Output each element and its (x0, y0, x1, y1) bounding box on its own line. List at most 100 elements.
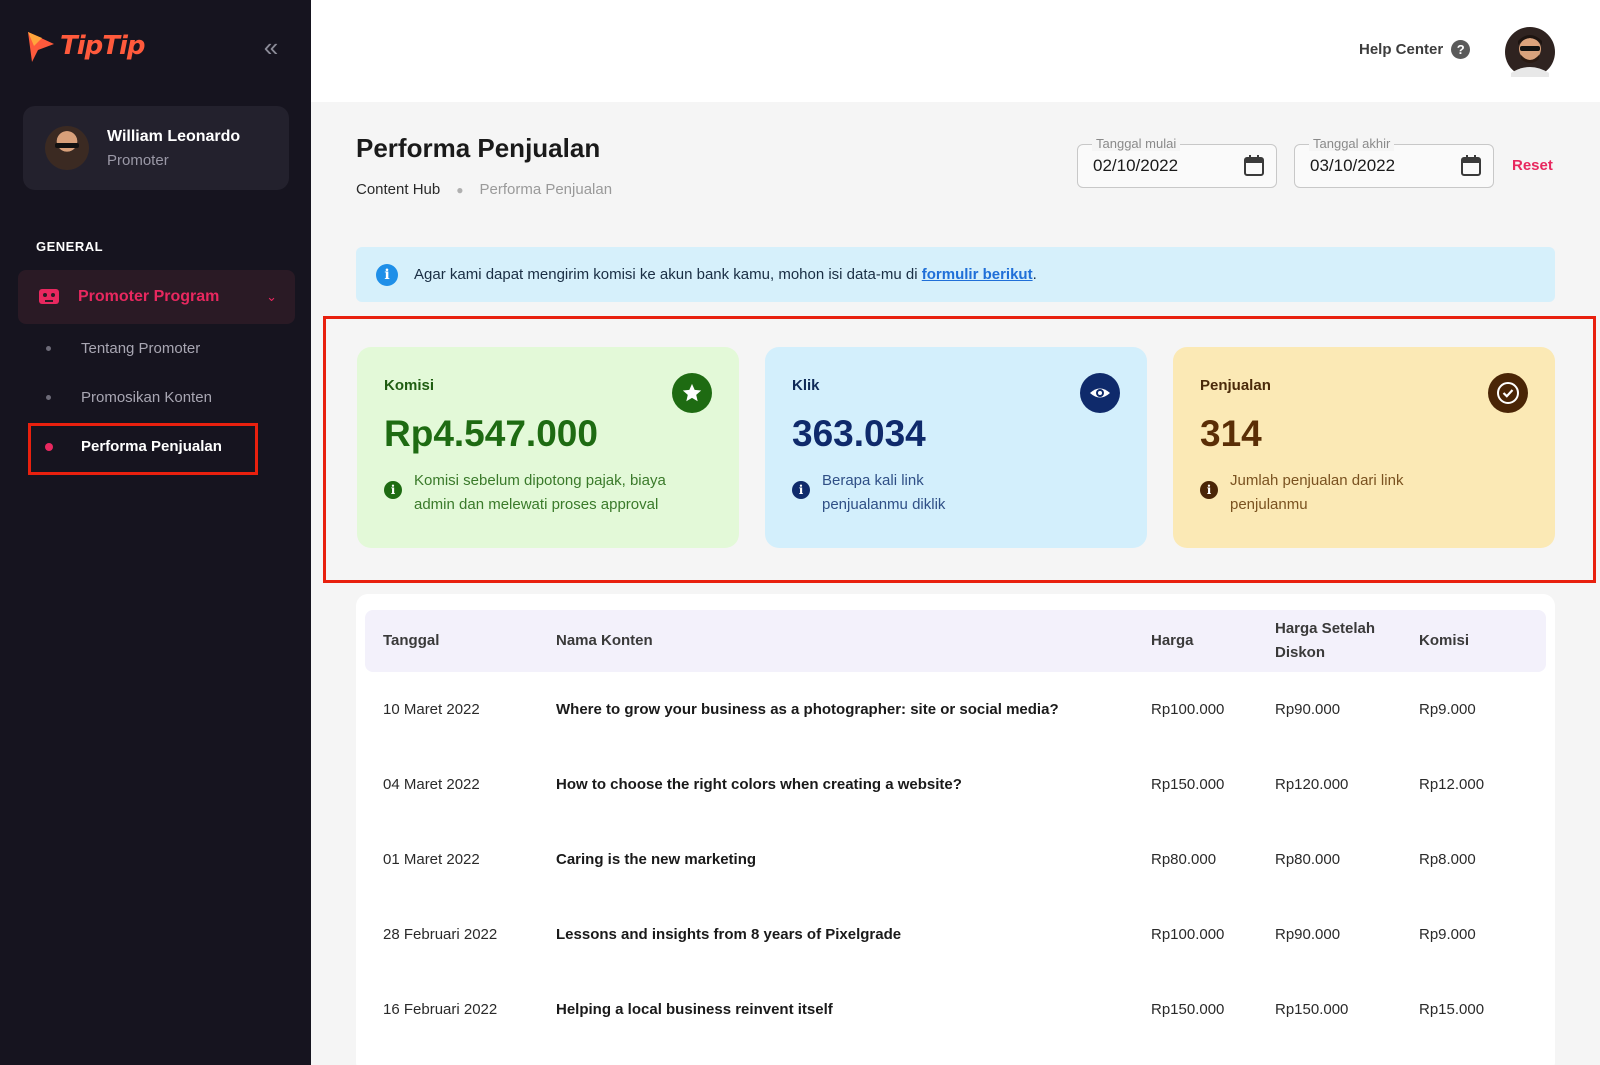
logo-play-icon (28, 32, 54, 62)
help-center-link[interactable]: Help Center ? (1359, 40, 1471, 59)
stat-card-komisi: Komisi Rp4.547.000 i Komisi sebelum dipo… (357, 347, 739, 548)
cell-date: 16 Februari 2022 (383, 1001, 498, 1018)
cell-commission: Rp9.000 (1419, 701, 1476, 718)
cell-price: Rp80.000 (1151, 851, 1217, 868)
section-label-general: GENERAL (36, 239, 104, 254)
cell-date: 10 Maret 2022 (383, 701, 480, 718)
table-row[interactable]: 04 Maret 2022 How to choose the right co… (356, 747, 1555, 822)
robot-icon (39, 289, 59, 304)
calendar-icon[interactable] (1244, 155, 1264, 176)
stat-label: Komisi (384, 377, 435, 394)
banner-text: Agar kami dapat mengirim komisi ke akun … (414, 266, 1037, 283)
column-header-harga-setelah-diskon: Harga Setelah Diskon (1275, 620, 1376, 661)
info-icon: i (384, 481, 402, 499)
cell-discount-price: Rp150.000 (1275, 1001, 1349, 1018)
sidebar-item-performa-penjualan[interactable]: Performa Penjualan (40, 438, 260, 455)
topbar (311, 0, 1600, 102)
sidebar-item-label: Promosikan Konten (81, 389, 212, 406)
cell-date: 28 Februari 2022 (383, 926, 498, 943)
table-row[interactable]: 28 Februari 2022 Lessons and insights fr… (356, 897, 1555, 972)
avatar (45, 126, 89, 170)
cell-content-title: Where to grow your business as a photogr… (556, 701, 1059, 718)
breadcrumb-separator: ● (456, 182, 464, 197)
cell-date: 01 Maret 2022 (383, 851, 480, 868)
stat-note-text: Jumlah penjualan dari link penjulanmu (1230, 472, 1404, 513)
help-center-label: Help Center (1359, 41, 1444, 58)
cell-discount-price: Rp120.000 (1275, 776, 1349, 793)
profile-card[interactable]: William Leonardo Promoter (23, 106, 289, 190)
cell-content-title: Caring is the new marketing (556, 851, 757, 868)
info-icon: i (376, 263, 398, 286)
banner-form-link[interactable]: formulir berikut (921, 266, 1033, 283)
cell-discount-price: Rp80.000 (1275, 851, 1341, 868)
column-header-tanggal: Tanggal (383, 632, 440, 649)
cell-content-title: How to choose the right colors when crea… (556, 776, 962, 793)
banner-message: Agar kami dapat mengirim komisi ke akun … (414, 266, 922, 283)
stat-value: Rp4.547.000 (384, 413, 598, 454)
stat-value: 314 (1200, 413, 1262, 454)
cell-commission: Rp9.000 (1419, 926, 1476, 943)
user-avatar[interactable] (1505, 27, 1555, 77)
breadcrumb-current: Performa Penjualan (479, 181, 613, 198)
stat-card-klik: Klik 363.034 i Berapa kali link penjuala… (765, 347, 1147, 548)
question-icon: ? (1451, 40, 1471, 59)
stat-note-text: Berapa kali link penjualanmu diklik (822, 472, 946, 513)
collapse-sidebar-button[interactable]: « (258, 34, 284, 60)
reset-button[interactable]: Reset (1512, 157, 1553, 174)
stat-label: Klik (792, 377, 820, 394)
menu-group-promoter-program[interactable]: Promoter Program ⌄ (18, 270, 295, 324)
logo-text: TipTip (60, 31, 146, 61)
stat-note: i Jumlah penjualan dari link penjulanmu (1200, 469, 1520, 517)
column-header-nama-konten: Nama Konten (556, 632, 653, 649)
profile-name: William Leonardo (107, 127, 241, 145)
table-row[interactable]: 10 Maret 2022 Where to grow your busines… (356, 672, 1555, 747)
cell-discount-price: Rp90.000 (1275, 701, 1341, 718)
page-title: Performa Penjualan (356, 133, 601, 163)
cell-price: Rp150.000 (1151, 1001, 1225, 1018)
stat-value: 363.034 (792, 413, 926, 454)
cell-price: Rp150.000 (1151, 776, 1225, 793)
breadcrumb: Content Hub ● Performa Penjualan (356, 181, 612, 198)
info-icon: i (1200, 481, 1218, 499)
sidebar: TipTip « William Leonardo Promoter GENER… (0, 0, 311, 1065)
tiptip-logo[interactable]: TipTip (24, 28, 146, 64)
eye-icon (1080, 373, 1120, 413)
start-date-field[interactable]: Tanggal mulai 02/10/2022 (1077, 136, 1277, 188)
table-row[interactable]: 16 Februari 2022 Helping a local busines… (356, 972, 1555, 1047)
check-circle-icon (1488, 373, 1528, 413)
sidebar-item-tentang-promoter[interactable]: Tentang Promoter (40, 340, 260, 357)
stat-note: i Berapa kali link penjualanmu diklik (792, 469, 1112, 517)
active-bullet-icon (45, 442, 53, 451)
chevron-down-icon: ⌄ (266, 289, 277, 304)
table-row[interactable]: 01 Maret 2022 Caring is the new marketin… (356, 822, 1555, 897)
table-header: Tanggal Nama Konten Harga Harga Setelah … (365, 610, 1546, 672)
banner-suffix: . (1032, 266, 1037, 283)
end-date-value: 03/10/2022 (1310, 156, 1396, 175)
sidebar-item-promosikan-konten[interactable]: Promosikan Konten (40, 389, 260, 406)
stat-label: Penjualan (1200, 377, 1271, 394)
stat-note-text: Komisi sebelum dipotong pajak, biaya adm… (414, 472, 666, 513)
start-date-label: Tanggal mulai (1092, 136, 1181, 151)
cell-commission: Rp12.000 (1419, 776, 1485, 793)
cell-content-title: Helping a local business reinvent itself (556, 1001, 833, 1018)
cell-commission: Rp8.000 (1419, 851, 1476, 868)
cell-commission: Rp15.000 (1419, 1001, 1485, 1018)
end-date-label: Tanggal akhir (1309, 136, 1395, 151)
end-date-field[interactable]: Tanggal akhir 03/10/2022 (1294, 136, 1494, 188)
cell-content-title: Lessons and insights from 8 years of Pix… (556, 926, 902, 943)
profile-role: Promoter (107, 151, 169, 169)
stat-card-penjualan: Penjualan 314 i Jumlah penjualan dari li… (1173, 347, 1555, 548)
start-date-value: 02/10/2022 (1093, 156, 1179, 175)
cell-price: Rp100.000 (1151, 926, 1225, 943)
calendar-icon[interactable] (1461, 155, 1481, 176)
info-icon: i (792, 481, 810, 499)
star-icon (672, 373, 712, 413)
stat-note: i Komisi sebelum dipotong pajak, biaya a… (384, 469, 704, 517)
sales-table: Tanggal Nama Konten Harga Harga Setelah … (356, 594, 1555, 1065)
breadcrumb-content-hub[interactable]: Content Hub (356, 181, 441, 198)
sidebar-item-label: Performa Penjualan (81, 438, 222, 455)
sidebar-item-label: Tentang Promoter (81, 340, 201, 357)
double-chevron-left-icon: « (263, 32, 279, 62)
bullet-icon (46, 395, 51, 400)
annotation-highlight-sidebar (28, 423, 258, 475)
